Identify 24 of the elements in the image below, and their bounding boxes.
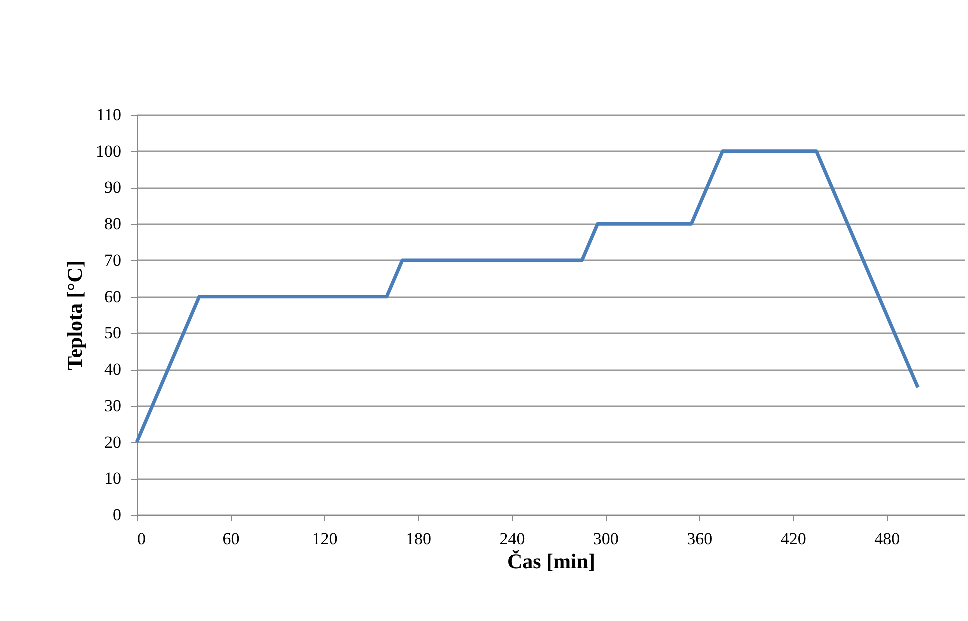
x-tick-label: 180 [406,530,432,548]
x-tick-label: 0 [138,530,146,548]
y-tick-label: 20 [104,432,122,452]
x-tick-label: 120 [312,530,338,548]
y-tick-label: 110 [96,106,122,124]
x-tick-label: 480 [874,530,900,548]
y-tick-label: 80 [104,214,122,234]
x-tick-label: 240 [500,530,526,548]
y-axis-title: Teplota [°C] [63,260,87,370]
y-tick-label: 100 [96,142,122,161]
y-tick-label: 30 [104,396,122,416]
y-tick-label: 60 [104,287,122,306]
y-tick-label: 70 [104,250,122,270]
x-tick-label: 420 [780,530,806,548]
x-axis-title: Čas [min] [507,550,596,574]
y-tick-label: 50 [104,324,122,343]
y-tick-label: 10 [104,469,122,488]
x-tick-label: 300 [593,530,619,548]
line-series [135,150,920,444]
x-tick-label: 360 [687,530,713,548]
y-tick-label: 40 [104,360,122,380]
y-tick-label: 0 [113,506,122,524]
x-tick-label: 60 [222,530,240,548]
y-tick-label: 90 [104,178,122,198]
